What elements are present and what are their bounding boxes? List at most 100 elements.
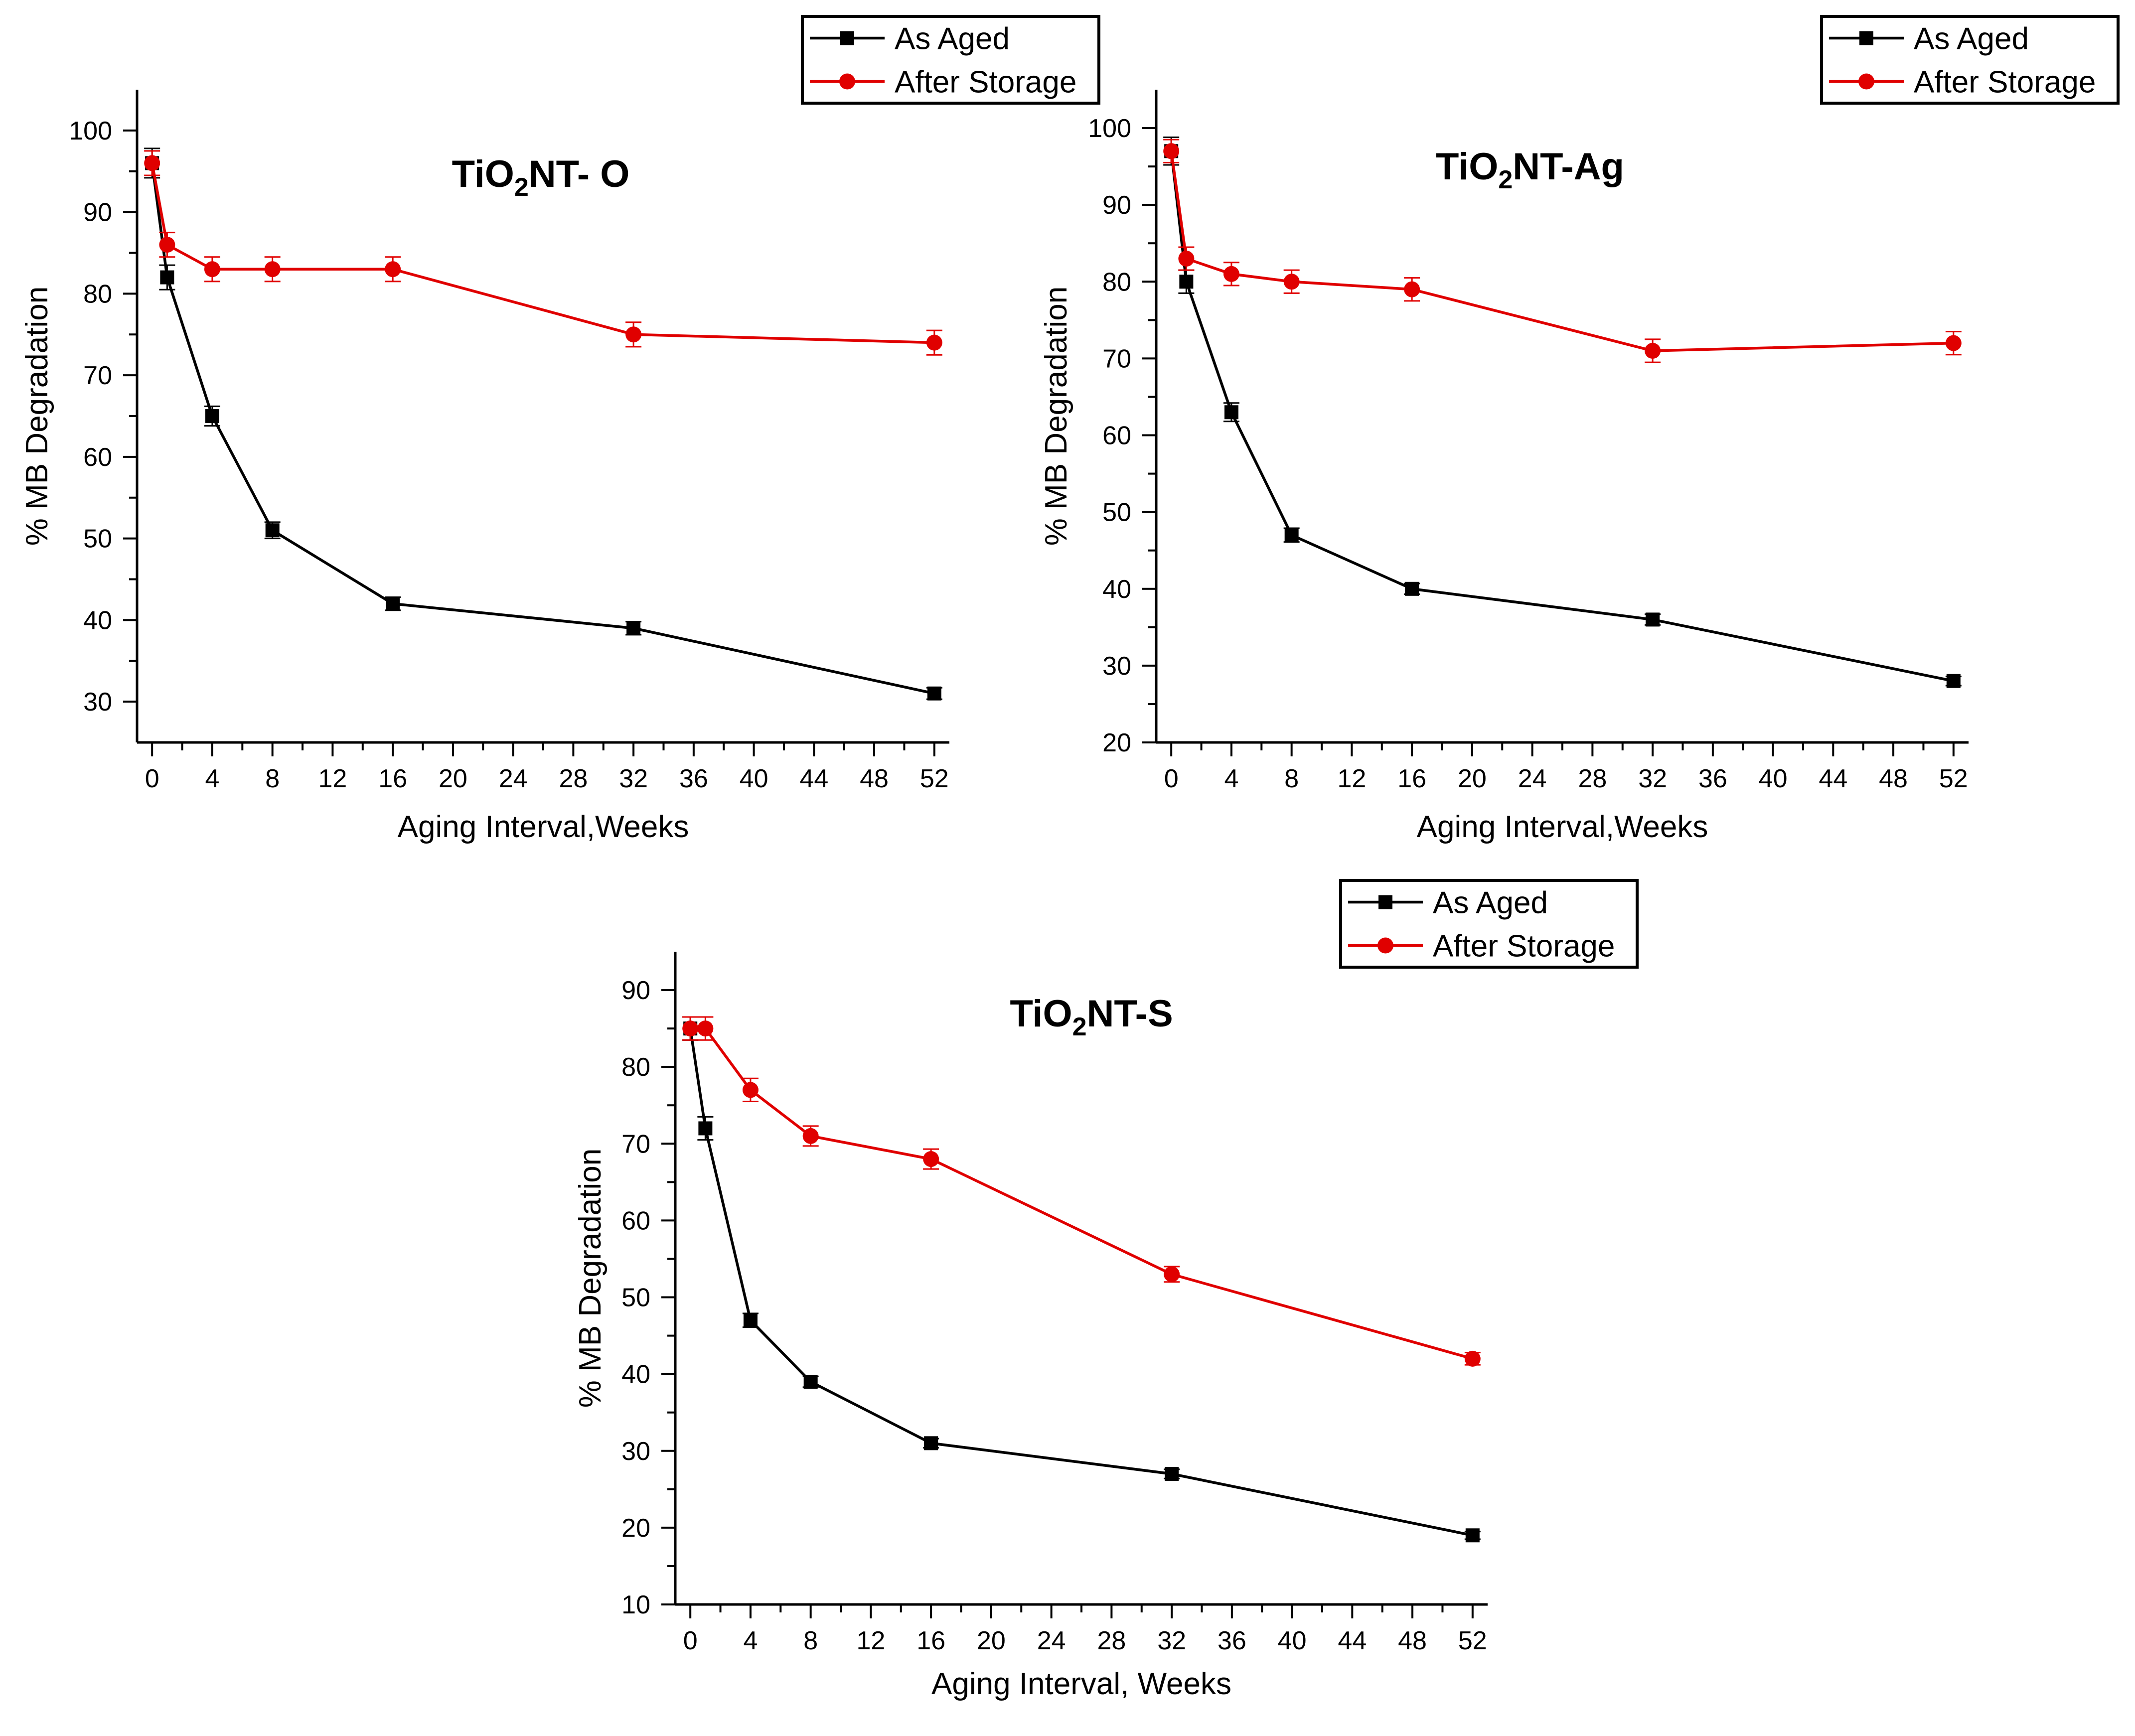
data-point	[264, 261, 281, 278]
y-tick-label: 60	[621, 1206, 650, 1235]
x-tick-label: 36	[679, 764, 708, 793]
x-tick-label: 44	[1338, 1626, 1367, 1655]
y-tick-label: 100	[1088, 114, 1131, 143]
legend-box	[1339, 879, 1639, 969]
data-point	[1405, 581, 1419, 596]
y-tick-label: 50	[621, 1284, 650, 1312]
x-tick-label: 4	[205, 764, 219, 793]
series-as-aged	[144, 147, 942, 701]
data-point	[803, 1375, 818, 1389]
chart-title-subscript: 2	[514, 173, 529, 202]
y-tick-label: 80	[621, 1053, 650, 1082]
chart-title-rest: NT-S	[1087, 993, 1173, 1035]
series-as-aged	[1163, 137, 1962, 688]
x-tick-label: 16	[378, 764, 407, 793]
legend-marker	[839, 73, 855, 90]
legend-marker	[1377, 937, 1393, 954]
data-point	[1163, 143, 1180, 159]
x-tick-label: 24	[1037, 1626, 1066, 1655]
x-tick-label: 24	[499, 764, 528, 793]
x-axis-label: Aging Interval,Weeks	[1417, 810, 1708, 844]
y-tick-label: 50	[1102, 498, 1131, 527]
data-point	[1945, 335, 1962, 351]
x-tick-label: 0	[1164, 764, 1179, 793]
data-point	[144, 155, 160, 171]
y-tick-label: 10	[621, 1591, 650, 1619]
x-tick-label: 52	[1458, 1626, 1487, 1655]
chart-title: TiO2NT-Ag	[1436, 145, 1624, 194]
y-tick-label: 70	[621, 1130, 650, 1158]
x-tick-label: 12	[318, 764, 347, 793]
x-tick-label: 8	[803, 1626, 818, 1655]
y-tick-label: 60	[1102, 422, 1131, 450]
data-point	[1224, 405, 1238, 420]
data-point	[1164, 1266, 1180, 1283]
x-tick-label: 32	[619, 764, 648, 793]
x-tick-label: 36	[1698, 764, 1727, 793]
x-tick-label: 32	[1157, 1626, 1186, 1655]
series-line	[690, 1027, 1473, 1360]
data-point	[697, 1020, 714, 1037]
series-after-storage	[682, 1016, 1481, 1367]
y-tick-label: 30	[621, 1437, 650, 1466]
series-line	[1170, 150, 1954, 683]
chart-title-main: TiO	[452, 153, 514, 195]
data-point	[1283, 274, 1300, 290]
y-tick-label: 30	[83, 688, 112, 717]
x-tick-label: 48	[1398, 1626, 1427, 1655]
chart-title: TiO2NT- O	[452, 153, 630, 202]
y-tick-label: 40	[621, 1360, 650, 1389]
data-point	[160, 270, 174, 285]
y-tick-label: 60	[83, 443, 112, 472]
x-tick-label: 4	[743, 1626, 758, 1655]
y-tick-label: 50	[83, 525, 112, 554]
data-point	[698, 1121, 713, 1136]
x-tick-label: 16	[916, 1626, 945, 1655]
legend-marker	[840, 31, 854, 45]
x-tick-label: 8	[265, 764, 280, 793]
data-point	[385, 261, 401, 278]
x-tick-label: 40	[740, 764, 768, 793]
y-axis-label: % MB Degradation	[1039, 287, 1073, 546]
data-point	[1223, 266, 1239, 282]
x-tick-label: 28	[1097, 1626, 1126, 1655]
y-tick-label: 80	[1102, 268, 1131, 296]
series-after-storage	[144, 150, 942, 356]
x-axis-label: Aging Interval,Weeks	[398, 810, 689, 844]
data-point	[927, 686, 941, 701]
data-point	[1646, 612, 1660, 627]
x-tick-label: 20	[1458, 764, 1487, 793]
data-point	[1179, 275, 1194, 289]
x-tick-label: 12	[1337, 764, 1366, 793]
y-tick-label: 40	[83, 606, 112, 635]
x-tick-label: 28	[1578, 764, 1607, 793]
x-tick-label: 16	[1397, 764, 1426, 793]
y-tick-label: 90	[83, 198, 112, 227]
y-tick-label: 90	[621, 976, 650, 1005]
y-tick-label: 90	[1102, 191, 1131, 220]
y-tick-label: 30	[1102, 652, 1131, 681]
x-tick-label: 52	[1939, 764, 1968, 793]
chart-title-main: TiO	[1436, 145, 1498, 188]
data-point	[265, 523, 280, 538]
y-tick-label: 40	[1102, 575, 1131, 604]
data-point	[802, 1128, 819, 1144]
x-tick-label: 20	[977, 1626, 1006, 1655]
legend: As Aged After Storage	[801, 15, 1100, 105]
chart-title: TiO2NT-S	[1010, 993, 1173, 1041]
chart-title-subscript: 2	[1498, 165, 1513, 194]
legend-label: As Aged	[895, 22, 1010, 56]
data-point	[1284, 528, 1299, 542]
data-point	[1645, 343, 1661, 359]
x-tick-label: 4	[1224, 764, 1238, 793]
series-line	[689, 1028, 1473, 1537]
x-tick-label: 0	[683, 1626, 698, 1655]
x-tick-label: 40	[1278, 1626, 1307, 1655]
legend-label: As Aged	[1914, 22, 2029, 56]
y-tick-label: 80	[83, 280, 112, 308]
y-tick-label: 70	[1102, 344, 1131, 373]
x-tick-label: 48	[1879, 764, 1908, 793]
